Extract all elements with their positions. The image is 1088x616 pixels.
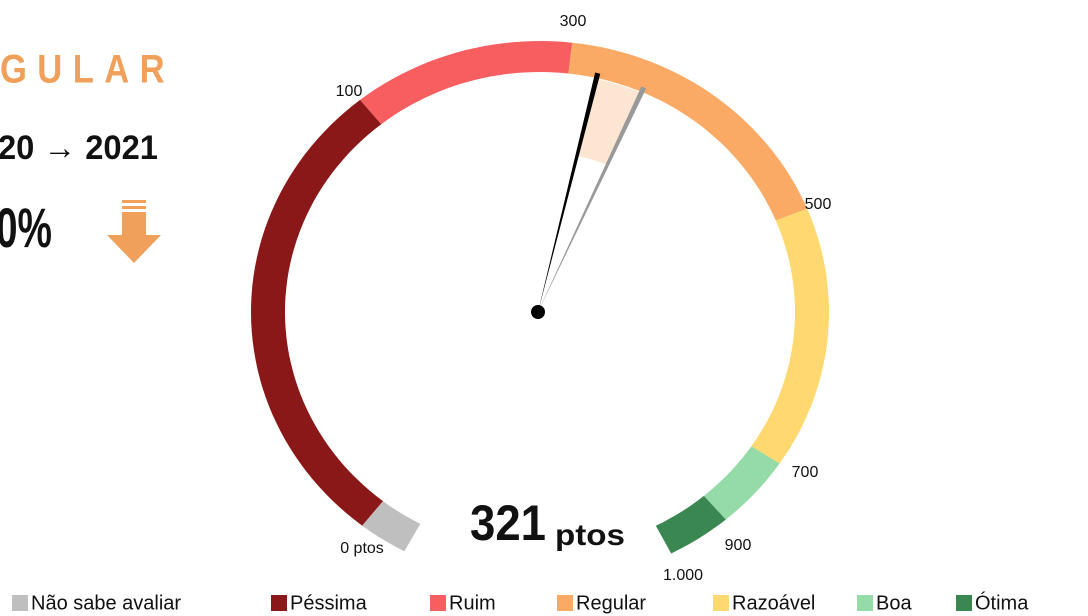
legend-swatch [956,595,972,611]
tick-label: 900 [725,537,752,554]
previous-needle [538,86,647,312]
tick-label: 0 ptos [340,540,384,557]
period-label: 20 → 2021 [0,129,158,167]
legend-swatch [430,595,446,611]
legend-label: Razoável [732,592,815,614]
legend-swatch [557,595,573,611]
tick-label: 500 [805,196,832,213]
legend-label: Péssima [290,592,368,614]
gauge-segment [251,99,383,526]
tick-label: 100 [336,83,363,100]
gauge-segment [703,446,780,520]
legend-swatch [12,595,28,611]
gauge-segment [362,501,421,552]
tick-label: 1.000 [663,567,703,584]
gauge-segment [751,208,829,464]
gauge-segment [360,41,573,125]
legend-label: Regular [576,592,646,614]
legend-label: Boa [876,592,912,614]
legend-swatch [271,595,287,611]
difference-wedge [577,79,642,166]
needle [538,72,601,312]
legend-label: Ruim [449,592,496,614]
needle-hub [531,305,545,319]
tick-label: 700 [792,464,819,481]
legend-label: Não sabe avaliar [31,592,181,614]
legend-swatch [713,595,729,611]
change-label: 0% [0,196,52,259]
legend-swatch [857,595,873,611]
unit-label: ptos [555,519,625,552]
gauge-segment [655,495,726,554]
gauge-segment [568,42,808,221]
status-label: GULAR [0,48,175,92]
down-arrow [107,200,161,263]
legend-label: Ótima [975,591,1029,614]
gauge-ring [251,41,829,554]
tick-label: 300 [560,13,587,30]
value-label: 321 [470,495,546,551]
